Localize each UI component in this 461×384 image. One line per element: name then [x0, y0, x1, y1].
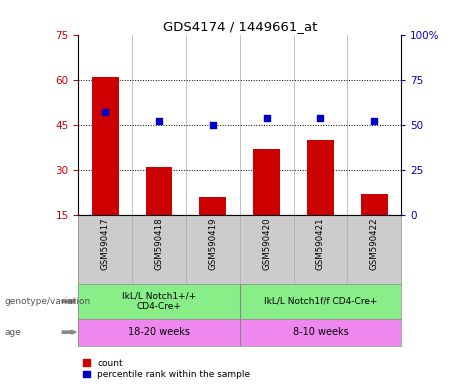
Text: GSM590420: GSM590420	[262, 217, 271, 270]
Text: genotype/variation: genotype/variation	[5, 297, 91, 306]
Text: 18-20 weeks: 18-20 weeks	[128, 327, 190, 337]
Point	[263, 114, 270, 121]
Bar	[307, 140, 334, 215]
Text: 8-10 weeks: 8-10 weeks	[293, 327, 348, 337]
Point	[317, 114, 324, 121]
Text: GSM590418: GSM590418	[154, 217, 164, 270]
Text: GSM590417: GSM590417	[101, 217, 110, 270]
Text: IkL/L Notch1+/+
CD4-Cre+: IkL/L Notch1+/+ CD4-Cre+	[122, 292, 196, 311]
Legend: count, percentile rank within the sample: count, percentile rank within the sample	[83, 359, 250, 379]
Text: GSM590419: GSM590419	[208, 217, 217, 270]
Bar	[253, 149, 280, 215]
Point	[371, 118, 378, 124]
Text: age: age	[5, 328, 22, 337]
Text: GSM590421: GSM590421	[316, 217, 325, 270]
Point	[209, 122, 217, 128]
Title: GDS4174 / 1449661_at: GDS4174 / 1449661_at	[163, 20, 317, 33]
Point	[101, 109, 109, 115]
Text: IkL/L Notch1f/f CD4-Cre+: IkL/L Notch1f/f CD4-Cre+	[264, 297, 377, 306]
Text: GSM590422: GSM590422	[370, 217, 378, 270]
Bar	[199, 197, 226, 215]
Bar	[146, 167, 172, 215]
Bar	[361, 194, 388, 215]
Point	[155, 118, 163, 124]
Bar	[92, 77, 118, 215]
